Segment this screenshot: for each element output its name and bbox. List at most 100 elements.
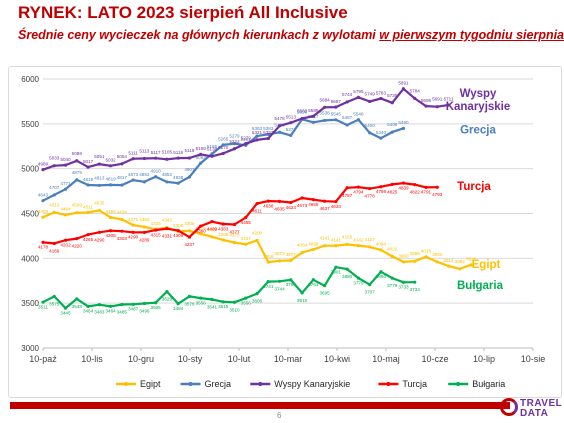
data-label: 3575: [49, 301, 60, 306]
data-label: 4643: [38, 192, 49, 197]
data-point: [41, 300, 45, 304]
data-label: 3576: [184, 301, 195, 306]
data-point: [356, 276, 361, 280]
data-point: [108, 229, 113, 233]
data-point: [131, 157, 135, 161]
y-tick-label: 5000: [21, 165, 39, 174]
data-label: 3541: [207, 304, 218, 309]
data-point: [154, 175, 158, 179]
data-label: 4265: [83, 237, 94, 242]
data-point: [108, 164, 113, 168]
data-label: 5383: [263, 126, 274, 131]
data-label: 4818: [83, 177, 94, 182]
data-point: [86, 210, 90, 215]
data-point: [75, 237, 79, 241]
data-point: [255, 134, 259, 138]
data-label: 3734: [410, 287, 421, 292]
data-label: 4064: [297, 243, 308, 248]
data-point: [232, 142, 237, 146]
x-tick-label: 10-gru: [128, 354, 154, 364]
data-point: [255, 292, 259, 296]
data-point: [289, 200, 293, 205]
data-label: 3761: [308, 282, 319, 287]
data-label: 4638: [263, 203, 274, 208]
data-point: [97, 162, 101, 166]
data-label: 4791: [421, 190, 432, 195]
data-point: [232, 222, 237, 227]
data-label: 5784: [410, 88, 421, 93]
travel-data-logo-icon: [500, 398, 518, 416]
data-label: 4852: [162, 172, 173, 177]
y-tick-label: 4000: [21, 254, 39, 263]
data-label: 4455: [241, 220, 252, 225]
data-label: 4794: [353, 189, 364, 194]
y-tick-label: 6000: [21, 75, 39, 84]
data-label: 3880: [342, 274, 353, 279]
data-label: 4178: [38, 245, 49, 250]
data-label: 4989: [38, 161, 49, 166]
data-label: 5051: [94, 154, 105, 159]
data-label: 3556: [241, 300, 252, 305]
data-label: 5265: [218, 137, 229, 142]
y-tick-label: 3000: [21, 344, 39, 353]
data-label: 5698: [421, 98, 432, 103]
data-label: 4016: [421, 249, 432, 254]
data-point: [300, 291, 304, 295]
data-point: [379, 270, 383, 274]
data-point: [176, 229, 180, 233]
footer-bar: [10, 402, 510, 409]
data-label: 5088: [72, 151, 83, 156]
x-tick-label: 10-sty: [178, 354, 203, 364]
data-label: 4303: [117, 236, 128, 241]
data-point: [120, 229, 124, 233]
data-label: 5545: [331, 112, 342, 117]
data-point: [232, 241, 237, 245]
data-label: 4434: [117, 209, 128, 214]
data-point: [345, 267, 349, 271]
data-point: [334, 105, 338, 109]
data-label: 3487: [128, 307, 139, 312]
data-point: [413, 280, 417, 284]
data-label: 4237: [184, 242, 195, 247]
data-label: 4220: [72, 244, 83, 249]
data-label: 4200: [252, 230, 263, 235]
data-point: [199, 296, 203, 300]
data-label: 4098: [308, 241, 319, 246]
data-point: [187, 229, 192, 233]
data-label: 3511: [38, 304, 48, 309]
data-label: 5487: [342, 115, 353, 120]
data-label: 3901: [331, 270, 342, 275]
data-label: 4778: [365, 194, 376, 199]
data-label: 4838: [173, 175, 184, 180]
data-point: [345, 123, 349, 127]
data-label: 3556: [196, 300, 207, 305]
data-point: [75, 178, 79, 182]
legend-marker: [124, 382, 128, 386]
data-point: [446, 103, 451, 107]
data-point: [41, 199, 45, 203]
data-point: [277, 130, 282, 134]
data-label: 5783: [376, 90, 387, 95]
data-label: 4142: [353, 237, 364, 242]
data-point: [187, 175, 192, 179]
data-label: 4306: [184, 221, 195, 226]
data-label: 5550: [297, 109, 308, 114]
data-point: [154, 156, 158, 160]
data-label: 3707: [365, 290, 376, 295]
data-label: 5711: [444, 97, 454, 102]
data-label: 5795: [353, 89, 364, 94]
data-point: [63, 238, 68, 242]
data-point: [390, 182, 394, 186]
data-label: 4798: [376, 189, 387, 194]
data-label: 5170: [218, 145, 229, 150]
data-point: [255, 138, 259, 142]
data-point: [255, 238, 259, 242]
data-point: [300, 116, 304, 121]
series-inline-label: Grecja: [460, 125, 496, 137]
data-point: [368, 186, 372, 191]
data-label: 3505: [151, 305, 162, 310]
data-point: [52, 210, 56, 214]
x-tick-label: 10-paź: [29, 354, 57, 364]
data-label: 4484: [60, 207, 71, 212]
data-point: [75, 211, 79, 215]
